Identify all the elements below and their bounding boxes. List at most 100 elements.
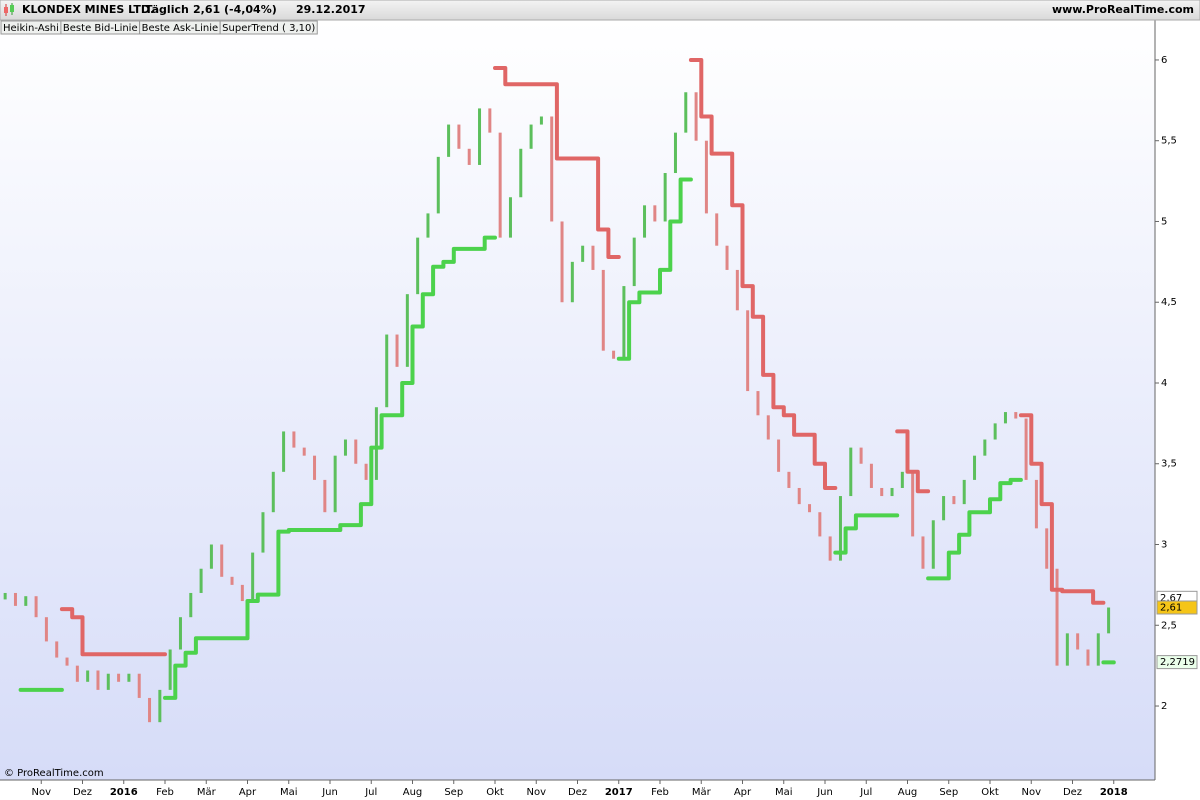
candle: [117, 673, 121, 682]
candle: [333, 455, 337, 513]
candle: [539, 116, 543, 125]
x-tick-label: Feb: [156, 787, 174, 798]
x-tick-label: Nov: [1021, 787, 1041, 798]
candle: [715, 213, 719, 246]
candle: [529, 124, 533, 149]
candle: [777, 439, 781, 472]
candle: [220, 544, 224, 577]
x-tick-label: Mär: [197, 787, 217, 798]
candle: [993, 423, 997, 440]
candle: [869, 463, 873, 488]
candle: [1076, 633, 1080, 650]
candle: [44, 617, 48, 642]
candle: [622, 286, 626, 359]
x-tick-label: Mär: [692, 787, 712, 798]
candle: [756, 391, 760, 416]
candle: [704, 140, 708, 214]
supertrend-resistance: [59, 58, 1106, 657]
x-tick-label: Nov: [526, 787, 546, 798]
candle: [354, 439, 358, 464]
candle: [148, 697, 152, 723]
x-tick-label: Dez: [73, 787, 92, 798]
candle: [436, 156, 440, 214]
candle: [818, 512, 822, 537]
candle: [921, 536, 925, 569]
site-link[interactable]: www.ProRealTime.com: [1052, 3, 1194, 16]
candle: [282, 431, 286, 472]
candle: [271, 471, 275, 513]
candle: [209, 544, 213, 569]
candle: [426, 213, 430, 238]
x-tick-label: Sep: [939, 787, 958, 798]
candle: [364, 463, 368, 480]
candle: [694, 92, 698, 141]
x-tick-label: Aug: [898, 787, 918, 798]
x-tick-label: Apr: [239, 787, 257, 798]
candle: [653, 205, 657, 222]
candle: [581, 245, 585, 262]
candle: [374, 407, 378, 480]
candle: [1065, 633, 1069, 666]
x-tick-label: Jul: [859, 787, 872, 798]
candle: [199, 568, 203, 593]
legend-entry: Heikin-Ashi: [3, 23, 59, 34]
candle: [302, 447, 306, 456]
x-tick-label: Jul: [364, 787, 377, 798]
candle: [612, 350, 616, 359]
candle: [416, 237, 420, 295]
candle: [1034, 479, 1038, 529]
x-tick-label: Mai: [775, 787, 793, 798]
candle: [385, 334, 389, 408]
x-tick-label: Feb: [651, 787, 669, 798]
candle: [405, 294, 409, 367]
candle: [900, 471, 904, 488]
candle: [395, 334, 399, 367]
x-tick-label: 2016: [110, 787, 138, 798]
candle: [849, 447, 853, 497]
candle: [55, 641, 59, 658]
supertrend-support: [18, 177, 1116, 700]
candle: [158, 689, 162, 723]
y-tick-label: 2: [1161, 701, 1167, 712]
x-tick-label: Okt: [981, 787, 999, 798]
candle: [880, 487, 884, 497]
candle: [137, 673, 141, 698]
candle: [838, 496, 842, 561]
legend-entry: Beste Ask-Linie: [142, 23, 219, 34]
candle: [911, 471, 915, 537]
candle: [942, 496, 946, 521]
candle: [952, 496, 956, 505]
period: Täglich: [145, 3, 189, 16]
candle: [735, 269, 739, 311]
candle: [859, 447, 863, 464]
candle: [34, 596, 38, 618]
candle: [178, 617, 182, 650]
candle: [601, 269, 605, 351]
x-tick-label: Dez: [1063, 787, 1082, 798]
candle: [1024, 418, 1028, 480]
candle: [1045, 528, 1049, 569]
candle: [457, 124, 461, 149]
candle: [519, 148, 523, 198]
y-tick-label: 6: [1161, 55, 1167, 66]
candle: [1096, 633, 1100, 666]
legend-entry: SuperTrend ( 3,10): [222, 23, 315, 34]
header-bar: [0, 0, 1200, 21]
candle: [725, 245, 729, 270]
candle: [591, 245, 595, 270]
candle: [1055, 568, 1059, 666]
x-tick-label: Jun: [816, 787, 833, 798]
y-tick-label: 4: [1161, 378, 1167, 389]
candle: [828, 536, 832, 561]
plot-background: [0, 20, 1155, 780]
candle: [65, 657, 69, 666]
quote: 2,61 (-4,04%): [193, 3, 277, 16]
legend-entry: Beste Bid-Linie: [63, 23, 138, 34]
candle: [127, 673, 131, 682]
candle: [498, 132, 502, 238]
candle: [890, 487, 894, 497]
candle: [96, 670, 100, 690]
candle: [1003, 412, 1007, 424]
candle: [797, 487, 801, 505]
y-tick-label: 5: [1161, 216, 1167, 227]
